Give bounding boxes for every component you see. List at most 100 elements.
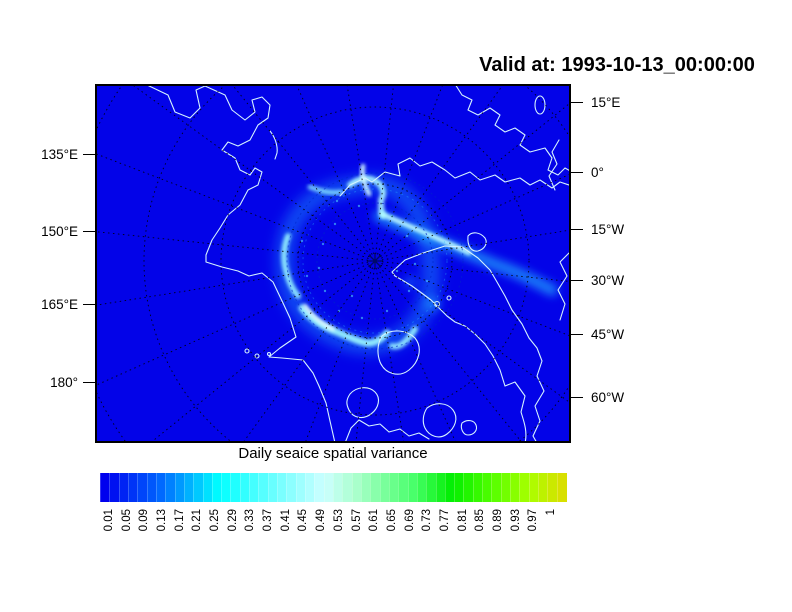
left-axis-tick [83, 382, 95, 383]
plot-title: Valid at: 1993-10-13_00:00:00 [479, 54, 755, 76]
colorbar-cell [379, 473, 390, 502]
colorbar-cell [295, 473, 307, 502]
colorbar-cell [528, 473, 540, 502]
colorbar-cell [146, 473, 157, 502]
colorbar-tick-label: 0.93 [509, 509, 522, 532]
colorbar-cell [211, 473, 223, 502]
right-axis-tick [571, 280, 583, 281]
colorbar-tick-label: 0.29 [226, 509, 239, 532]
colorbar-tick-label: 0.13 [156, 509, 169, 532]
colorbar-tick-label: 0.33 [244, 509, 257, 532]
ice-edge-halo-ring [276, 175, 440, 354]
left-axis-label: 150°E [41, 224, 78, 239]
island-iceland [460, 420, 478, 436]
meridian-line [355, 267, 375, 441]
latitude-circle [297, 183, 453, 339]
colorbar-cell [416, 473, 428, 502]
coast-alaska [345, 419, 430, 441]
colorbar-cell [221, 473, 232, 502]
colorbar-tick-label: 0.41 [279, 509, 292, 532]
colorbar-tick-label: 0.53 [332, 509, 345, 532]
coast-novaya-zemlya [269, 130, 278, 160]
colorbar-caption: Daily seaice spatial variance [238, 445, 428, 462]
colorbar-cell [472, 473, 484, 502]
variance-contours [286, 172, 464, 350]
colorbar-cell [305, 473, 316, 502]
meridian-line [381, 261, 569, 282]
island-top-right [534, 95, 546, 115]
latitude-circle [220, 106, 530, 416]
colorbar-cell [286, 473, 297, 502]
island-archipelago-c [422, 403, 457, 438]
colorbar-cell [127, 473, 139, 502]
colorbar-cell [510, 473, 521, 502]
right-axis-tick [571, 102, 583, 103]
colorbar-cell [547, 473, 558, 502]
colorbar-cell [407, 473, 418, 502]
latitude-circle [143, 86, 569, 441]
colorbar-cell [118, 473, 129, 502]
colorbar-tick-label: 0.85 [474, 509, 487, 532]
colorbar-cell [249, 473, 260, 502]
colorbar-cell [100, 473, 111, 502]
bottom-band [298, 304, 391, 347]
meridian-line [305, 267, 373, 441]
colorbar-tick-label: 0.17 [173, 509, 186, 532]
colorbar-cell [258, 473, 269, 502]
right-axis-tick [571, 172, 583, 173]
coast-right-edge [557, 252, 569, 321]
meridian-line [243, 266, 372, 441]
colorbar-cell [174, 473, 185, 502]
colorbar-cell [519, 473, 530, 502]
colorbar-tick-label: 0.37 [262, 509, 275, 532]
meridian-line [377, 86, 443, 255]
colorbar-tick-label: 0.57 [350, 509, 363, 532]
variance-field [276, 163, 558, 354]
coast-siberia [147, 86, 336, 441]
colorbar-cell [500, 473, 512, 502]
meridian-line [346, 86, 375, 255]
left-axis-tick [83, 304, 95, 305]
colorbar-tick-label: 0.89 [491, 509, 504, 532]
colorbar-tick-label: 0.49 [315, 509, 328, 532]
colorbar-cell [454, 473, 465, 502]
left-axis-tick [83, 231, 95, 232]
meridian-line [379, 266, 522, 441]
colorbar-cell [323, 473, 334, 502]
right-axis-label: 15°W [591, 222, 625, 237]
colorbar-cell [193, 473, 204, 502]
bottom-bright-knot [303, 304, 335, 331]
meridian-line [375, 267, 404, 441]
coast-scandinavia [455, 86, 569, 176]
colorbar-tick-label: 0.01 [103, 509, 115, 532]
colorbar-tick-label: 1 [545, 509, 557, 516]
bottom-right-band [389, 326, 418, 350]
left-axis-label: 180° [50, 375, 78, 390]
meridian-line [97, 231, 369, 261]
colorbar-tick-label: 0.45 [297, 509, 310, 532]
colorbar-cell [314, 473, 325, 502]
lower-right-blob [424, 296, 440, 312]
meridian-line [296, 86, 373, 255]
colorbar [100, 473, 567, 502]
colorbar-cell [155, 473, 167, 502]
speckle-dots [300, 199, 429, 320]
colorbar-tick-label: 0.21 [191, 509, 204, 532]
colorbar-cell [351, 473, 362, 502]
top-streak [360, 163, 372, 197]
upper-left-wisp [307, 184, 344, 195]
colorbar-cell [230, 473, 241, 502]
colorbar-cell [137, 473, 148, 502]
meridian-line [381, 174, 569, 259]
right-axis-tick [571, 334, 583, 335]
coast-peninsula-right [548, 139, 560, 191]
meridian-line [381, 229, 569, 261]
right-axis-label: 60°W [591, 390, 625, 405]
meridian-line [378, 86, 503, 256]
colorbar-cell [388, 473, 400, 502]
coast-kola-white-sea [339, 157, 569, 197]
meridian-line [375, 86, 394, 255]
meridian-line [133, 86, 370, 258]
island-archipelago-b [346, 387, 380, 419]
